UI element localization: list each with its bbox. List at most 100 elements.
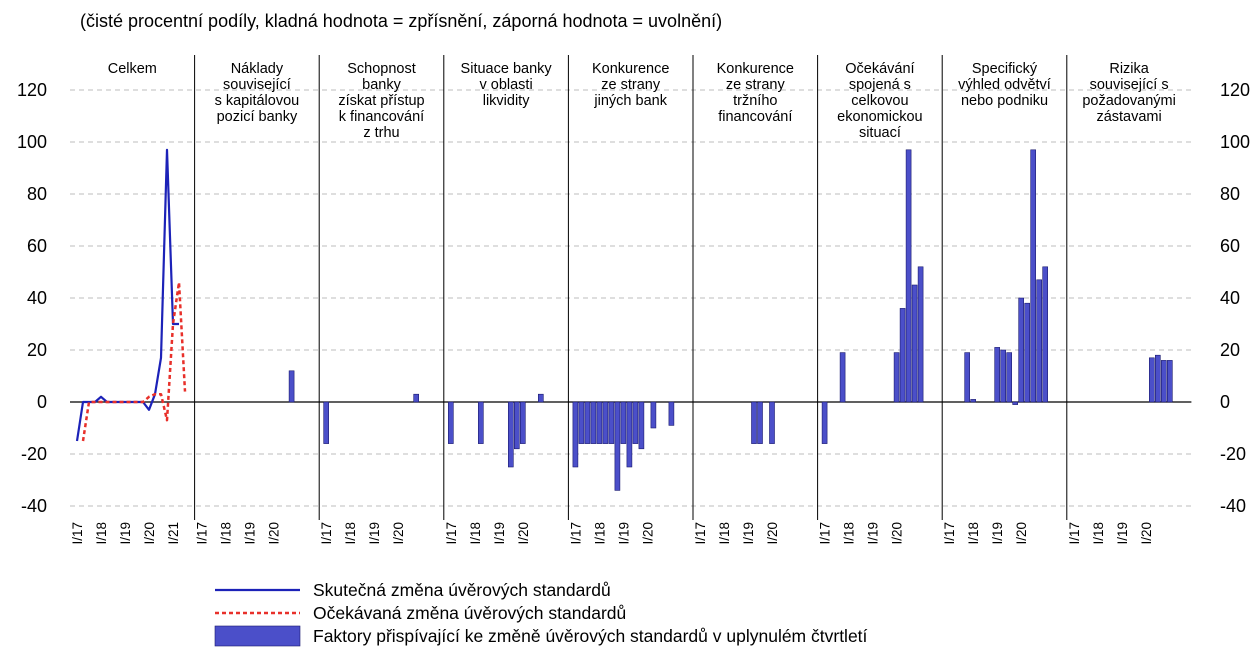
bar bbox=[769, 401, 775, 444]
bar bbox=[572, 401, 579, 468]
bar bbox=[507, 401, 514, 468]
x-tick-label: I/17 bbox=[444, 522, 459, 545]
bar bbox=[1018, 297, 1025, 403]
bar bbox=[1167, 360, 1173, 403]
y-tick-label: 20 bbox=[27, 340, 47, 360]
x-tick-label: I/19 bbox=[741, 522, 756, 545]
x-tick-label: I/18 bbox=[468, 522, 483, 545]
x-tick-label: I/19 bbox=[492, 522, 507, 545]
y2-tick-label: 100 bbox=[1220, 132, 1250, 152]
x-tick-label: I/18 bbox=[592, 522, 607, 545]
legend-label: Očekávaná změna úvěrových standardů bbox=[313, 603, 626, 623]
panel-title: související s bbox=[1090, 77, 1169, 93]
bar bbox=[650, 401, 657, 429]
y2-tick-label: 80 bbox=[1220, 184, 1240, 204]
bar bbox=[620, 401, 627, 444]
y2-tick-label: 20 bbox=[1220, 340, 1240, 360]
line-series bbox=[81, 281, 187, 442]
bar bbox=[1036, 279, 1042, 403]
x-tick-label: I/19 bbox=[616, 522, 631, 545]
x-tick-label: I/19 bbox=[243, 522, 258, 545]
y2-tick-label: 0 bbox=[1220, 392, 1230, 412]
x-tick-label: I/19 bbox=[990, 522, 1005, 545]
bar bbox=[447, 401, 454, 444]
x-tick-label: I/17 bbox=[195, 522, 210, 545]
panel-title: celkovou bbox=[851, 93, 908, 109]
x-tick-label: I/20 bbox=[516, 522, 531, 545]
x-tick-label: I/20 bbox=[890, 522, 905, 545]
bar bbox=[751, 401, 757, 444]
bar bbox=[1149, 357, 1155, 403]
panel-title: Situace banky bbox=[461, 61, 553, 77]
panel-title: získat přístup bbox=[338, 93, 424, 109]
bar bbox=[905, 149, 912, 403]
bar bbox=[578, 401, 585, 444]
bar bbox=[477, 401, 484, 444]
y-tick-label: 60 bbox=[27, 236, 47, 256]
panel-title: výhled odvětví bbox=[958, 77, 1051, 93]
line-series bbox=[75, 148, 179, 442]
x-tick-label: I/17 bbox=[693, 522, 708, 545]
panel-title: ekonomickou bbox=[837, 109, 922, 125]
x-tick-label: I/18 bbox=[717, 522, 732, 545]
bar bbox=[513, 401, 520, 450]
panel-title: Očekávání bbox=[845, 61, 914, 77]
bar bbox=[970, 399, 977, 403]
panel-title: spojená s bbox=[849, 77, 911, 93]
bar bbox=[584, 401, 591, 444]
bar bbox=[1042, 266, 1048, 403]
y2-tick-label: 40 bbox=[1220, 288, 1240, 308]
panel-title: požadovanými bbox=[1082, 93, 1176, 109]
y-tick-label: 100 bbox=[17, 132, 47, 152]
bar bbox=[1161, 360, 1167, 403]
panel-title: nebo podniku bbox=[961, 93, 1048, 109]
x-tick-label: I/20 bbox=[640, 522, 655, 545]
panel-title: ze strany bbox=[601, 77, 661, 93]
x-tick-label: I/17 bbox=[1067, 522, 1082, 545]
bar bbox=[757, 401, 763, 444]
panel-title: Konkurence bbox=[717, 61, 794, 77]
bar bbox=[632, 401, 639, 444]
x-tick-label: I/20 bbox=[1014, 522, 1029, 545]
panel-title: banky bbox=[362, 77, 401, 93]
bar bbox=[1000, 349, 1007, 403]
bar bbox=[519, 401, 526, 444]
x-tick-label: I/18 bbox=[966, 522, 981, 545]
x-tick-label: I/18 bbox=[94, 522, 109, 545]
y-tick-label: -40 bbox=[21, 496, 47, 516]
y-tick-label: 80 bbox=[27, 184, 47, 204]
y-tick-label: 0 bbox=[37, 392, 47, 412]
x-tick-label: I/18 bbox=[343, 522, 358, 545]
y2-tick-label: -40 bbox=[1220, 496, 1246, 516]
x-tick-label: I/20 bbox=[391, 522, 406, 545]
bar bbox=[964, 352, 971, 403]
y-tick-label: -20 bbox=[21, 444, 47, 464]
x-tick-label: I/17 bbox=[319, 522, 334, 545]
x-tick-label: I/20 bbox=[1139, 522, 1154, 545]
panel-title: Celkem bbox=[108, 61, 157, 77]
panel-title: související bbox=[223, 77, 291, 93]
y2-tick-label: -20 bbox=[1220, 444, 1246, 464]
bar bbox=[413, 393, 420, 403]
x-tick-label: I/20 bbox=[765, 522, 780, 545]
x-tick-label: I/18 bbox=[219, 522, 234, 545]
bar bbox=[638, 401, 645, 450]
x-tick-label: I/20 bbox=[267, 522, 282, 545]
bar bbox=[994, 347, 1001, 403]
panel-title: Schopnost bbox=[347, 61, 416, 77]
panel-title: tržního bbox=[733, 93, 777, 109]
panel-title: z trhu bbox=[363, 125, 399, 141]
legend-label: Skutečná změna úvěrových standardů bbox=[313, 580, 611, 600]
bar bbox=[668, 401, 675, 426]
panel-title: financování bbox=[718, 109, 792, 125]
bar bbox=[537, 393, 544, 403]
legend-label: Faktory přispívající ke změně úvěrových … bbox=[313, 626, 868, 646]
panel-title: Rizika bbox=[1109, 61, 1149, 77]
x-tick-label: I/17 bbox=[818, 522, 833, 545]
panel-title: jiných bank bbox=[593, 93, 667, 109]
bar bbox=[602, 401, 609, 444]
panel-title: k financování bbox=[339, 109, 424, 125]
bar bbox=[893, 352, 900, 403]
x-tick-label: I/19 bbox=[1115, 522, 1130, 545]
